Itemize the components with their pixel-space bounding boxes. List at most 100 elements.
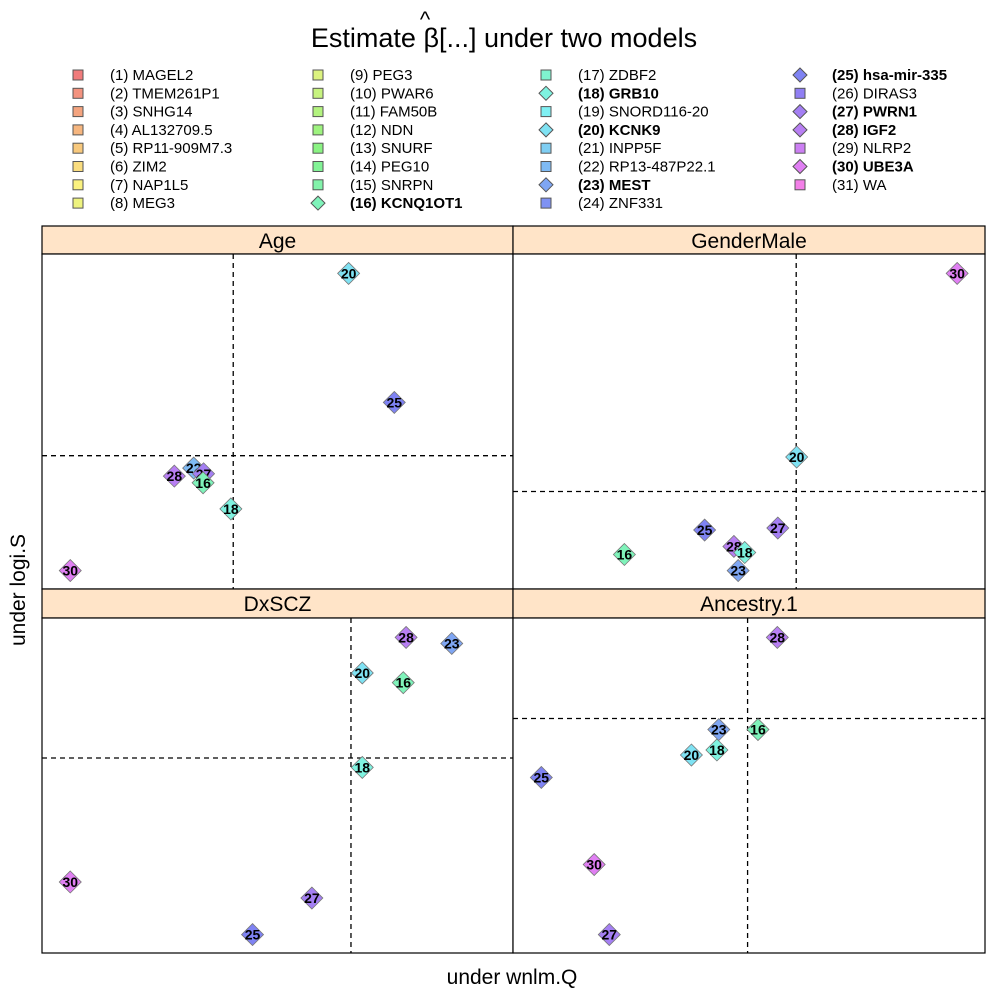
legend-square-marker	[540, 161, 552, 172]
panel-dxscz: DxSCZ 28 23 20 16 18 30 27 25	[41, 588, 514, 954]
legend-entry: (3) SNHG14	[72, 104, 193, 121]
panel-strip-label: DxSCZ	[244, 593, 312, 616]
title-suffix: [...] under two models	[439, 23, 697, 53]
data-point: 16	[191, 471, 215, 495]
legend-entry: (25) hsa-mir-335	[792, 67, 947, 84]
point-diamond	[679, 743, 703, 767]
legend-label: (9) PEG3	[350, 67, 413, 84]
data-point: 27	[300, 886, 324, 910]
legend-entry: (12) NDN	[312, 122, 413, 139]
point-label: 20	[789, 449, 805, 465]
legend-label: (17) ZDBF2	[578, 67, 656, 84]
title-symbol: β	[423, 23, 439, 53]
legend-label: (8) MEG3	[110, 195, 175, 212]
data-point: 20	[785, 445, 809, 469]
legend-square-marker	[312, 106, 324, 118]
legend-square-marker	[72, 87, 84, 99]
legend-label: (5) RP11-909M7.3	[110, 140, 232, 157]
data-point: 20	[350, 661, 374, 685]
legend-diamond-marker	[792, 103, 808, 120]
point-label: 30	[62, 563, 78, 579]
legend-label: (6) ZIM2	[110, 159, 167, 176]
legend-square-marker	[540, 106, 552, 118]
legend-label: (7) NAP1L5	[110, 177, 188, 194]
data-point: 25	[240, 923, 265, 947]
legend-square-marker	[540, 69, 552, 81]
x-axis-label: under wnlm.Q	[447, 966, 578, 989]
panel-frame	[41, 253, 514, 590]
legend-entry: (15) SNRPN	[312, 177, 433, 194]
point-diamond	[219, 497, 243, 521]
point-diamond	[597, 923, 621, 947]
point-diamond	[240, 923, 265, 947]
point-diamond	[746, 717, 770, 742]
panel-strip	[512, 588, 986, 619]
panel-strip	[512, 225, 986, 255]
data-point: 30	[945, 261, 969, 285]
point-label: 18	[354, 759, 370, 775]
data-point: 20	[679, 743, 703, 767]
legend-square-marker	[312, 179, 324, 191]
point-diamond	[350, 755, 374, 779]
point-label: 25	[387, 394, 403, 410]
data-point: 25	[529, 765, 553, 790]
data-point: 27	[597, 923, 621, 947]
legend-square-marker	[312, 69, 324, 81]
data-point: 30	[58, 870, 82, 894]
legend-square-marker	[794, 179, 806, 191]
legend-entry: (19) SNORD116-20	[540, 104, 709, 121]
legend-square-marker	[72, 106, 84, 118]
data-point: 27	[766, 516, 790, 540]
data-point: 18	[219, 497, 243, 521]
legend-label: (13) SNURF	[350, 140, 433, 157]
legend-label: (21) INPP5F	[578, 140, 661, 157]
point-label: 16	[395, 675, 411, 691]
point-diamond	[582, 852, 606, 877]
data-point: 25	[382, 390, 406, 414]
point-diamond	[945, 261, 969, 285]
point-label: 18	[709, 742, 725, 758]
legend-square-marker	[312, 161, 324, 172]
legend-label: (15) SNRPN	[350, 177, 433, 194]
legend-label: (22) RP13-487P22.1	[578, 159, 716, 176]
legend-entry: (18) GRB10	[538, 85, 659, 102]
point-label: 30	[62, 874, 78, 890]
legend-entry: (13) SNURF	[312, 140, 433, 157]
panel-strip-label: GenderMale	[691, 230, 807, 253]
legend-square-marker	[72, 69, 84, 81]
legend-square-marker	[72, 197, 84, 209]
point-label: 16	[617, 546, 633, 562]
legend-label: (11) FAM50B	[350, 104, 437, 121]
point-diamond	[382, 390, 406, 414]
point-diamond	[162, 464, 186, 488]
legend-square-marker	[540, 197, 552, 209]
legend-entry: (20) KCNK9	[538, 122, 661, 139]
legend-entry: (16) KCNQ1OT1	[310, 195, 463, 212]
point-label: 16	[750, 722, 766, 738]
point-label: 30	[586, 857, 602, 873]
point-label: 18	[737, 544, 753, 560]
point-diamond	[733, 540, 757, 565]
legend-label: (29) NLRP2	[832, 140, 911, 157]
legend-entry: (28) IGF2	[792, 122, 896, 139]
legend: (1) MAGEL2(2) TMEM261P1 (3) SNHG14(4) AL1…	[72, 67, 947, 212]
panel-frame	[512, 617, 986, 954]
legend-entry: (11) FAM50B	[312, 104, 437, 121]
legend-square-marker	[72, 124, 84, 136]
legend-label: (1) MAGEL2	[110, 67, 193, 84]
legend-entry: (2) TMEM261P1	[72, 85, 220, 102]
panel-frame	[41, 617, 514, 954]
legend-label: (27) PWRN1	[832, 104, 917, 121]
legend-entry: (17) ZDBF2	[540, 67, 656, 84]
data-point: 25	[693, 518, 717, 542]
point-diamond	[391, 671, 415, 695]
point-diamond	[529, 765, 553, 790]
point-label: 18	[223, 501, 239, 517]
data-point: 16	[391, 671, 415, 695]
point-label: 20	[684, 747, 700, 763]
legend-entry: (22) RP13-487P22.1	[540, 159, 716, 176]
legend-label: (16) KCNQ1OT1	[350, 195, 463, 212]
point-diamond	[394, 625, 418, 649]
